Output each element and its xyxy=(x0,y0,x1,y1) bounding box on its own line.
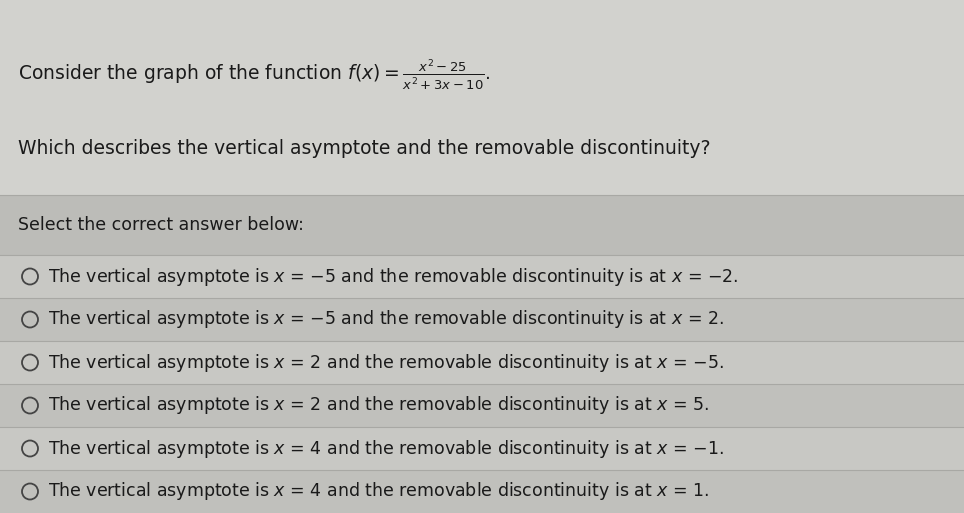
Bar xyxy=(0,255,964,298)
Bar xyxy=(0,427,964,470)
Bar xyxy=(0,470,964,513)
Text: The vertical asymptote is $x$ = −5 and the removable discontinuity is at $x$ = 2: The vertical asymptote is $x$ = −5 and t… xyxy=(48,308,724,330)
Text: The vertical asymptote is $x$ = 4 and the removable discontinuity is at $x$ = 1.: The vertical asymptote is $x$ = 4 and th… xyxy=(48,481,710,503)
Bar xyxy=(0,195,964,255)
Bar xyxy=(0,0,964,195)
Bar xyxy=(0,384,964,427)
Text: The vertical asymptote is $x$ = 4 and the removable discontinuity is at $x$ = −1: The vertical asymptote is $x$ = 4 and th… xyxy=(48,438,724,460)
Text: The vertical asymptote is $x$ = −5 and the removable discontinuity is at $x$ = −: The vertical asymptote is $x$ = −5 and t… xyxy=(48,266,738,287)
Bar xyxy=(0,298,964,341)
Text: Select the correct answer below:: Select the correct answer below: xyxy=(18,216,304,234)
Text: Consider the graph of the function $f(x) = \frac{x^2-25}{x^2+3x-10}$.: Consider the graph of the function $f(x)… xyxy=(18,57,491,92)
Text: The vertical asymptote is $x$ = 2 and the removable discontinuity is at $x$ = −5: The vertical asymptote is $x$ = 2 and th… xyxy=(48,351,724,373)
Text: Which describes the vertical asymptote and the removable discontinuity?: Which describes the vertical asymptote a… xyxy=(18,139,710,157)
Bar xyxy=(0,341,964,384)
Text: The vertical asymptote is $x$ = 2 and the removable discontinuity is at $x$ = 5.: The vertical asymptote is $x$ = 2 and th… xyxy=(48,394,710,417)
